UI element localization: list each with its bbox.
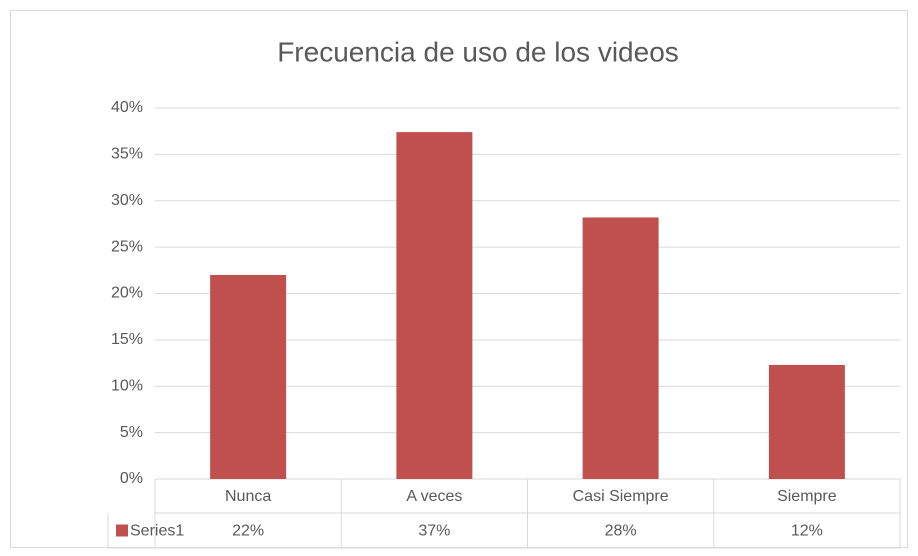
y-tick-label: 40%: [111, 99, 143, 116]
y-tick-label: 10%: [111, 377, 143, 394]
y-tick-label: 25%: [111, 238, 143, 255]
legend-swatch: [116, 524, 128, 537]
data-label: 12%: [791, 523, 823, 540]
data-label: 37%: [418, 523, 450, 540]
y-tick-label: 20%: [111, 285, 143, 302]
bar: [768, 364, 845, 479]
bar: [210, 274, 287, 479]
x-tick-label: Casi Siempre: [573, 488, 669, 505]
y-tick-label: 0%: [120, 470, 143, 487]
legend-label: Series1: [130, 523, 184, 540]
x-tick-label: Siempre: [777, 488, 837, 505]
y-tick-label: 15%: [111, 331, 143, 348]
chart-title: Frecuencia de uso de los videos: [277, 36, 679, 67]
x-tick-label: A veces: [406, 488, 462, 505]
x-tick-label: Nunca: [225, 488, 271, 505]
data-label: 22%: [232, 523, 264, 540]
bar: [582, 217, 659, 479]
bar: [396, 132, 473, 480]
data-label: 28%: [605, 523, 637, 540]
y-tick-label: 30%: [111, 192, 143, 209]
y-tick-label: 5%: [120, 424, 143, 441]
y-tick-label: 35%: [111, 146, 143, 163]
